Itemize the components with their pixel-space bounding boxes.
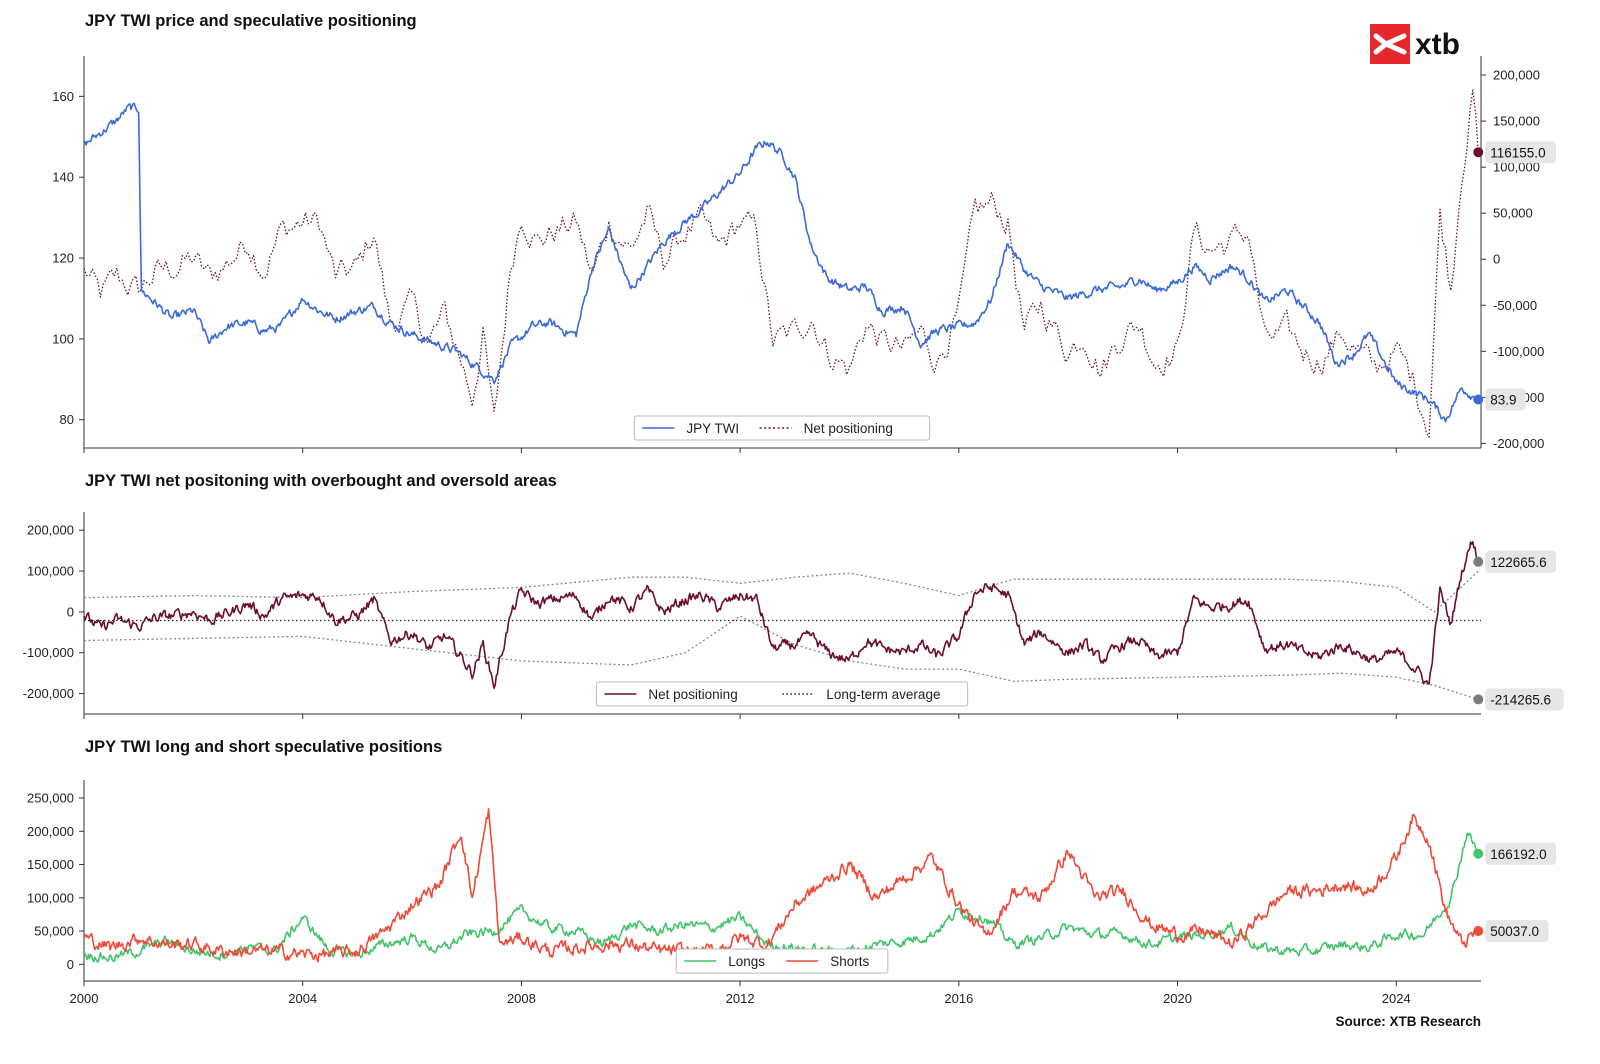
panel-1-axes: 80 100 120 140 160 (52, 56, 1481, 453)
y-tick-label: 150,000 (27, 857, 74, 872)
y-tick-label: 100,000 (27, 564, 74, 579)
legend-label: Net positioning (648, 687, 737, 702)
chart2-legend: Net positioning Long-term average (595, 681, 969, 707)
x-tick-label: 2008 (507, 991, 536, 1006)
chart2-legend-box (595, 681, 969, 707)
x-tick-label: 2020 (1163, 991, 1192, 1006)
right-tick-label: 150,000 (1493, 114, 1540, 129)
y-tick-label: 0 (67, 957, 74, 972)
lower-band-line (83, 615, 1479, 701)
y-tick-label: 250,000 (27, 790, 74, 805)
lower-band-end-tag-box (1485, 688, 1564, 711)
right-tick-label: 0 (1493, 252, 1500, 267)
y-tick-label: 100,000 (27, 890, 74, 905)
shorts-end-tag: 50037.0 (1473, 920, 1549, 943)
y-tick-label: 80 (60, 412, 74, 427)
chart3-legend-box (675, 948, 889, 974)
longs-end-tag-box (1485, 842, 1557, 865)
chart2-title: JPY TWI net positoning with overbought a… (85, 472, 557, 490)
net-positioning-solid-line (83, 541, 1479, 689)
panel-3-axes: 250,000 200,000 150,000 100,000 50,000 0 2000 2… (27, 780, 1481, 1006)
jpy-twi-end-tag: 83.9 (1473, 388, 1526, 411)
x-tick-label: 2012 (726, 991, 755, 1006)
longs-end-tag-text: 166192.0 (1490, 847, 1546, 862)
right-tick-label: 50,000 (1493, 206, 1533, 221)
plots-layer: 80 100 120 140 160 200,000 150,000 100,000 50,00… (23, 56, 1564, 1006)
net-positioning-end-tag-dot (1473, 147, 1484, 158)
y-tick-label: -100,000 (23, 645, 74, 660)
logo-x-icon (1373, 33, 1407, 55)
jpy-twi-end-tag-dot (1473, 394, 1484, 405)
x-tick-label: 2004 (288, 991, 317, 1006)
lower-band-end-tag: -214265.6 (1473, 688, 1564, 711)
chart3-title: JPY TWI long and short speculative posit… (85, 738, 442, 756)
panel-2-axes: 200,000 100,000 0 -100,000 -200,000 (23, 512, 1481, 719)
jpy-twi-end-tag-text: 83.9 (1490, 392, 1516, 407)
chart3-legend: Longs Shorts (675, 948, 889, 974)
y-tick-label: -200,000 (23, 686, 74, 701)
jpy-twi-end-tag-box (1485, 388, 1526, 411)
x-tick-label: 2000 (70, 991, 99, 1006)
net-positioning-upper-end-tag: 122665.6 (1473, 550, 1557, 573)
x-tick-label: 2016 (944, 991, 973, 1006)
y-tick-label: 200,000 (27, 824, 74, 839)
net-positioning-end-tag-box (1485, 141, 1557, 164)
y-tick-label: 140 (52, 170, 74, 185)
right-axis: 200,000 150,000 100,000 50,000 0 -50,000 -100,… (1480, 56, 1544, 451)
net-positioning-upper-end-tag-text: 122665.6 (1490, 555, 1546, 570)
legend-label: Net positioning (804, 421, 893, 436)
net-positioning-end-tag-text: 116155.0 (1490, 145, 1545, 160)
net-positioning-end-tag: 116155.0 (1473, 141, 1557, 164)
y-tick-label: 160 (52, 89, 74, 104)
y-tick-label: 100 (52, 331, 74, 346)
chart1-title: JPY TWI price and speculative positionin… (85, 12, 417, 30)
net-positioning-upper-end-tag-box (1485, 550, 1557, 573)
chart1-legend: JPY TWI Net positioning (633, 415, 931, 441)
right-tick-label: 100,000 (1493, 160, 1540, 175)
right-tick-label: 200,000 (1493, 68, 1540, 83)
upper-band-line (83, 570, 1479, 613)
legend-label: Shorts (830, 954, 869, 969)
longs-line (83, 832, 1479, 963)
legend-label: Longs (728, 954, 765, 969)
source-label: Source: XTB Research (1335, 1014, 1481, 1029)
lower-band-end-tag-dot (1473, 694, 1484, 705)
y-tick-label: 0 (67, 604, 74, 619)
y-tick-label: 120 (52, 251, 74, 266)
right-tick-label: -200,000 (1493, 436, 1544, 451)
shorts-end-tag-dot (1473, 926, 1484, 937)
y-tick-label: 50,000 (34, 924, 74, 939)
net-positioning-line (83, 89, 1479, 438)
net-positioning-upper-end-tag-dot (1473, 556, 1484, 567)
logo-text: xtb (1415, 28, 1460, 61)
shorts-end-tag-box (1485, 920, 1549, 943)
lower-band-end-tag-text: -214265.6 (1490, 692, 1551, 707)
legend-label: JPY TWI (686, 421, 739, 436)
y-tick-label: 200,000 (27, 523, 74, 538)
right-tick-label: -100,000 (1493, 344, 1544, 359)
legend-label: Long-term average (826, 687, 940, 702)
jpy-twi-line (83, 102, 1479, 423)
shorts-line (83, 808, 1479, 963)
longs-end-tag-dot (1473, 848, 1484, 859)
shorts-end-tag-text: 50037.0 (1490, 924, 1539, 939)
right-tick-label: -50,000 (1493, 298, 1537, 313)
longs-end-tag: 166192.0 (1473, 842, 1557, 865)
x-tick-label: 2024 (1382, 991, 1411, 1006)
xtb-logo: xtb (1370, 24, 1460, 64)
chart1-legend-box (633, 415, 931, 441)
